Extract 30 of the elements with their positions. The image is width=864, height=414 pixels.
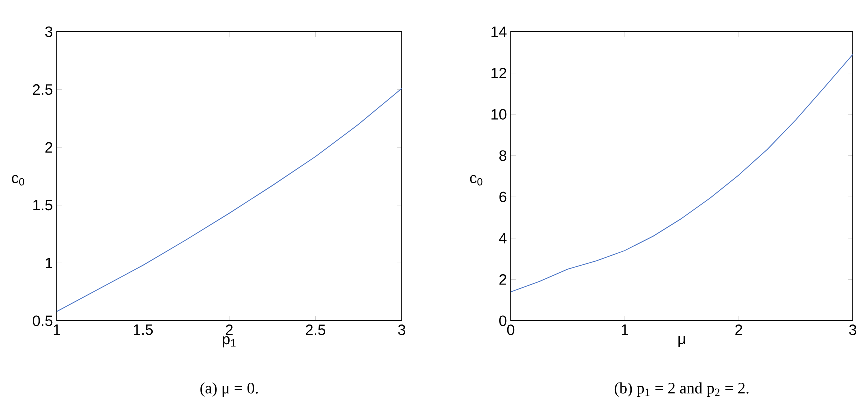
x-tick-label: 1.5 xyxy=(134,324,154,336)
y-tick-label: 12 xyxy=(492,68,506,78)
y-tick-label: 4 xyxy=(499,233,507,244)
y-tick-label: 0 xyxy=(500,316,507,326)
y-tick-label: 2 xyxy=(500,274,506,285)
y-tick-label: 6 xyxy=(500,192,507,202)
x-axis-title: μ xyxy=(678,336,686,348)
text: (b) p$_{1}$ = 2 and p$_{2}$ = 2. xyxy=(614,382,749,398)
x-tick-label: 3 xyxy=(398,324,406,336)
y-tick-label: 10 xyxy=(492,109,507,120)
x-tick-label: 2.5 xyxy=(306,324,326,336)
y-tick-label: 8 xyxy=(500,150,507,162)
y-tick-label: 14 xyxy=(492,26,507,38)
x-tick-label: 2 xyxy=(226,324,233,336)
y-tick-label: 2.5 xyxy=(33,84,53,96)
text: (a) μ = 0. xyxy=(200,382,258,398)
line-series xyxy=(510,54,854,292)
y-tick-label: 0.5 xyxy=(33,316,53,326)
x-tick-label: 1 xyxy=(622,324,628,336)
x-tick-label: 3 xyxy=(849,324,857,336)
x-axis-title: p$_{1}$ xyxy=(223,336,236,348)
y-tick-label: 1.5 xyxy=(34,200,53,211)
x-tick-label: 0 xyxy=(507,324,515,336)
y-tick-label: 1 xyxy=(46,258,52,268)
y-tick-label: 2 xyxy=(46,142,52,153)
x-tick-label: 1 xyxy=(54,324,60,336)
x-tick-label: 2 xyxy=(736,324,742,336)
y-tick-label: 3 xyxy=(45,26,53,38)
y-axis-title: c$_{0}$ xyxy=(470,175,483,186)
y-axis-title: c$_{0}$ xyxy=(12,175,24,186)
